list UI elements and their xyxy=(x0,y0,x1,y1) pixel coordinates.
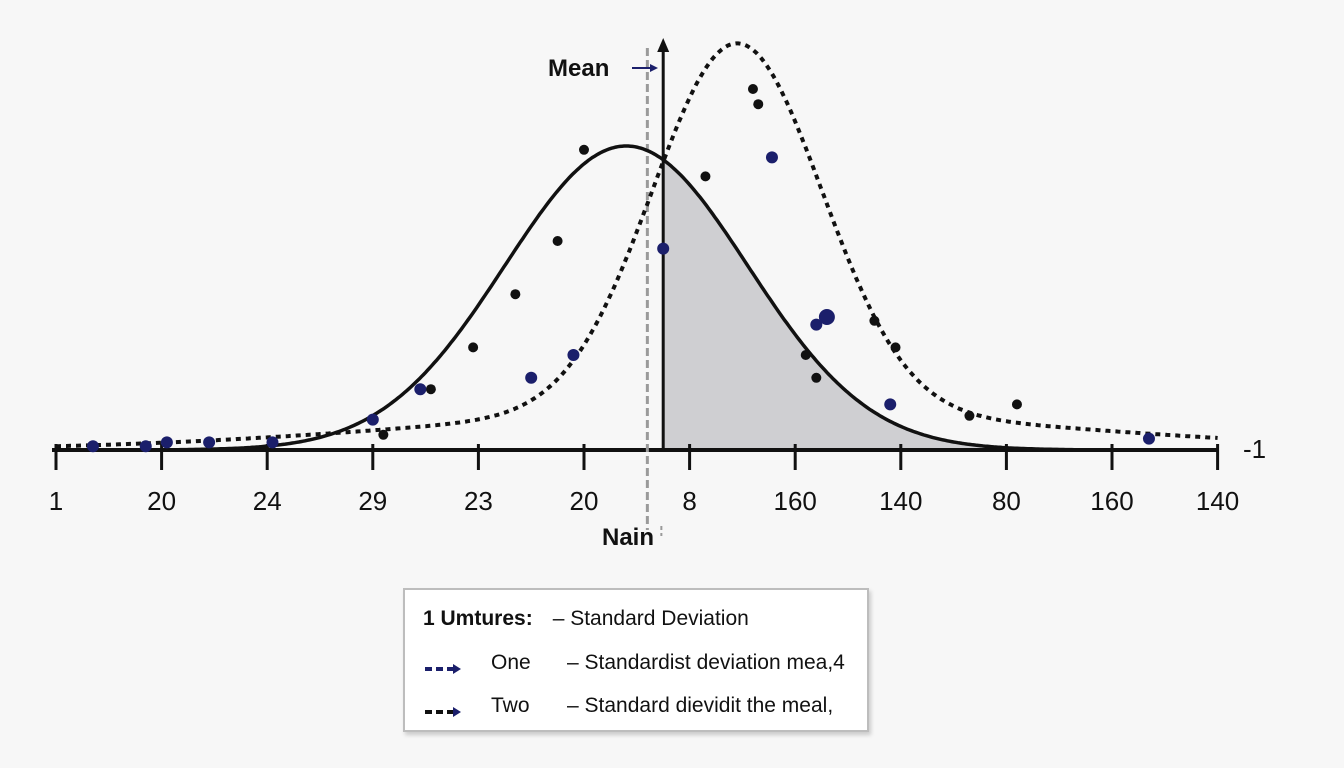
legend-row-1-name: One xyxy=(491,651,531,674)
legend-row-1-desc: – Standardist deviation mea,4 xyxy=(567,651,845,674)
legend-sample-dashed-navy-icon xyxy=(423,657,463,674)
legend-sample-dashed-black-icon xyxy=(423,700,463,717)
series-0-point-4 xyxy=(425,384,436,395)
legend-row-0: 1 Umtures: – Standard Deviation xyxy=(405,602,749,636)
data-point-layer xyxy=(86,84,1155,453)
series-1-point-13 xyxy=(203,436,216,449)
x-tick-label-3: 29 xyxy=(358,486,387,516)
series-0-point-1 xyxy=(552,236,563,246)
extra-point-4 xyxy=(753,99,764,110)
legend-row-2-name: Two xyxy=(491,694,530,717)
series-0-point-9 xyxy=(747,84,758,94)
series-1-point-1 xyxy=(160,436,173,449)
x-tick-label-11: 140 xyxy=(1196,486,1239,516)
curve-layer xyxy=(56,41,1218,452)
right-axis-label: -1 xyxy=(1243,434,1266,464)
series-1-curve xyxy=(56,41,1218,449)
series-0-point-8 xyxy=(811,372,822,383)
series-1-point-6 xyxy=(567,349,580,361)
series-0-curve xyxy=(56,144,1218,452)
x-tick-label-7: 160 xyxy=(774,486,817,516)
mean-label: Mean xyxy=(548,55,609,82)
extra-point-0 xyxy=(869,315,880,326)
series-1-point-11 xyxy=(1142,432,1155,445)
series-1-point-7 xyxy=(657,242,670,255)
x-tick-label-9: 80 xyxy=(992,486,1021,516)
x-tick-label-10: 160 xyxy=(1090,486,1133,516)
series-1-point-3 xyxy=(366,413,379,426)
legend-title: 1 Umtures: xyxy=(423,607,533,630)
legend-box: 1 Umtures: – Standard Deviation One – St… xyxy=(403,588,869,732)
legend-row-0-desc: – Standard Deviation xyxy=(552,607,749,630)
series-0-point-5 xyxy=(378,429,389,440)
series-1-point-4 xyxy=(414,383,427,396)
series-1-point-2 xyxy=(266,436,279,449)
series-1-point-12 xyxy=(86,440,99,453)
series-0-point-6 xyxy=(700,171,711,182)
series-0-point-2 xyxy=(510,289,521,300)
x-tick-label-4: 23 xyxy=(464,486,493,516)
x-tick-label-0: 1 xyxy=(49,486,63,516)
x-tick-label-2: 24 xyxy=(253,486,282,516)
shaded-region xyxy=(663,159,1218,451)
x-tick-label-5: 20 xyxy=(570,486,599,516)
series-0-point-0 xyxy=(579,144,589,155)
series-1-point-10 xyxy=(884,398,897,411)
series-1-point-5 xyxy=(525,371,538,384)
extra-point-2 xyxy=(964,410,975,421)
legend-row-2-desc: – Standard dievidit the meal, xyxy=(567,694,834,717)
series-1-point-0 xyxy=(139,440,152,453)
x-tick-label-1: 20 xyxy=(147,486,176,516)
series-1-point-9 xyxy=(810,318,823,331)
axis-layer xyxy=(52,38,1220,536)
series-0-point-7 xyxy=(800,350,811,360)
x-tick-label-6: 8 xyxy=(682,486,696,516)
extra-point-1 xyxy=(890,342,901,353)
nain-label: Nain xyxy=(602,524,654,551)
y-axis-arrow-icon xyxy=(657,38,670,52)
series-1-point-8 xyxy=(765,151,778,164)
extra-point-3 xyxy=(1011,399,1022,410)
series-0-point-3 xyxy=(468,342,479,353)
shaded-area-layer xyxy=(663,159,1218,451)
x-tick-label-8: 140 xyxy=(879,486,922,516)
highlight-point xyxy=(818,309,835,325)
mean-arrow-icon xyxy=(650,64,658,72)
legend-row-1: One – Standardist deviation mea,4 xyxy=(405,646,845,680)
legend-row-2: Two – Standard dievidit the meal, xyxy=(405,689,833,723)
